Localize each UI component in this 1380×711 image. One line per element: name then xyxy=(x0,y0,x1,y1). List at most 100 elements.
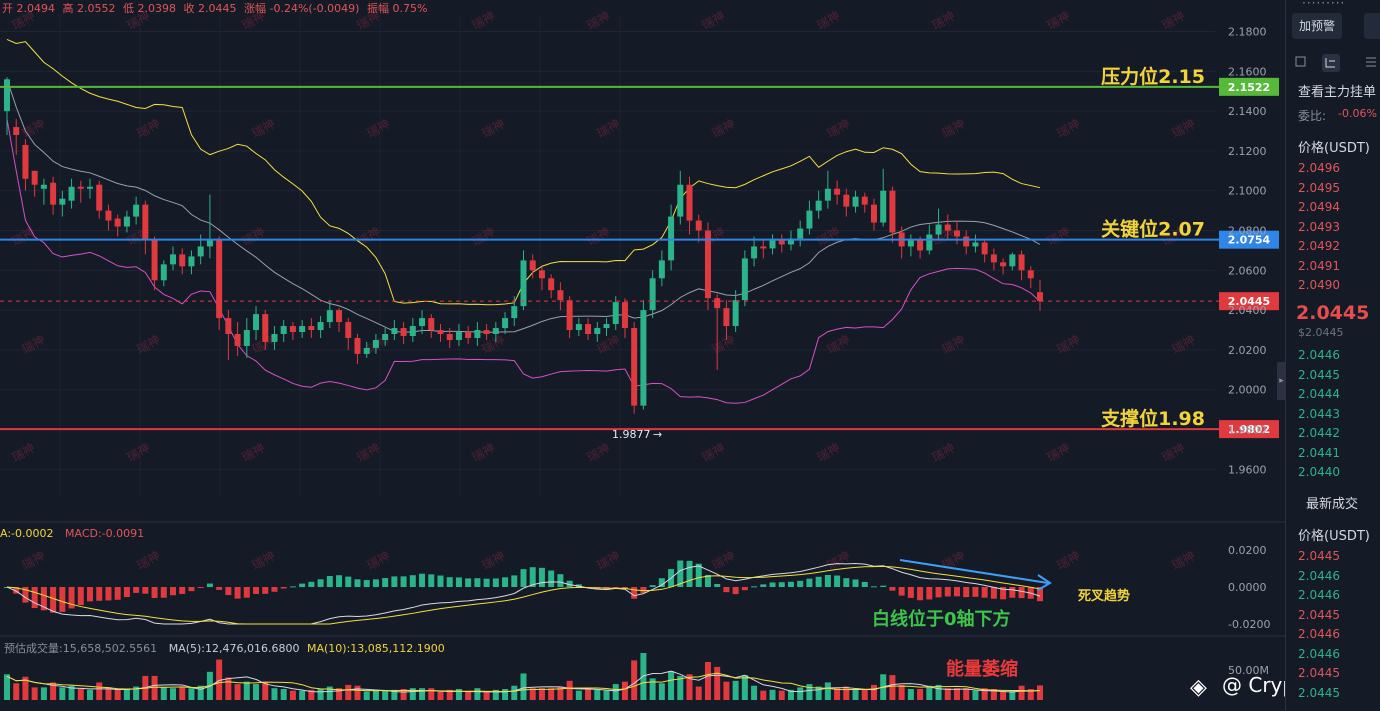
current-price-tag-text: 2.0445 xyxy=(1228,295,1270,308)
macd-histogram-bar xyxy=(751,586,758,588)
macd-histogram-bar xyxy=(197,587,204,588)
macd-histogram-bar xyxy=(981,587,988,598)
add-alert-button[interactable]: 加预警 xyxy=(1292,13,1342,39)
macd-histogram-bar xyxy=(926,587,933,600)
candle-body xyxy=(409,326,416,336)
collapse-handle[interactable]: ▸ xyxy=(1277,362,1286,400)
candle-body xyxy=(1018,254,1025,271)
candle-body xyxy=(889,190,896,233)
candle-body xyxy=(963,236,970,247)
candle-body xyxy=(391,328,398,335)
volume-bar xyxy=(704,662,711,700)
volume-bar xyxy=(944,688,951,700)
volume-bar xyxy=(990,689,997,700)
macd-histogram-bar xyxy=(760,584,767,587)
macd-histogram-bar xyxy=(649,585,656,587)
macd-histogram-bar xyxy=(483,578,490,587)
volume-bar xyxy=(953,688,960,700)
price-header: 价格(USDT) xyxy=(1298,141,1370,156)
candle-body xyxy=(345,322,352,338)
candle-body xyxy=(990,254,997,263)
macd-histogram-bar xyxy=(326,575,333,587)
volume-bar xyxy=(243,681,250,700)
candle-body xyxy=(50,182,57,205)
candle-body xyxy=(529,260,536,271)
candle-body xyxy=(1027,270,1034,279)
more-button[interactable] xyxy=(1364,13,1380,39)
candle-body xyxy=(188,256,195,267)
macd-histogram-bar xyxy=(354,579,361,587)
y-tick-label: 1.9800 xyxy=(1228,424,1267,437)
level-tag xyxy=(1219,230,1279,249)
macd-histogram-bar xyxy=(963,587,970,598)
volume-bar xyxy=(105,687,112,700)
volume-bar xyxy=(225,677,232,700)
candle-body xyxy=(308,326,315,331)
volume-bar xyxy=(741,675,748,700)
candle-body xyxy=(668,216,675,261)
orderbook-link[interactable]: 查看主力挂单 xyxy=(1298,85,1377,100)
candle-body xyxy=(280,326,287,335)
macd-histogram-bar xyxy=(77,587,84,606)
volume-bar xyxy=(834,688,841,700)
volume-bar xyxy=(585,689,592,700)
macd-histogram-bar xyxy=(815,576,822,587)
trade-price: 2.0445 xyxy=(1298,666,1340,680)
volume-bar xyxy=(852,689,859,700)
macd-value: MACD:-0.0091 xyxy=(65,527,145,540)
bid-price: 2.0446 xyxy=(1298,348,1340,362)
tab-orderbook-asks-icon[interactable] xyxy=(1322,54,1340,72)
volume-bar xyxy=(345,684,352,700)
y-tick-label: 2.1200 xyxy=(1228,145,1267,158)
candle-body xyxy=(123,216,130,227)
macd-histogram-bar xyxy=(206,583,213,587)
volume-bar xyxy=(133,686,140,700)
candle-body xyxy=(317,322,324,331)
volume-title: 预估成交量:15,658,502.5561 MA(5):12,476,016.6… xyxy=(4,640,445,656)
macd-histogram-bar xyxy=(446,577,453,587)
volume-bar xyxy=(68,685,75,700)
volume-bar xyxy=(336,688,343,700)
candle-body xyxy=(77,186,84,189)
volume-bar xyxy=(824,682,831,700)
macd-histogram-bar xyxy=(243,587,250,598)
macd-histogram-bar xyxy=(280,587,287,589)
volume-bar xyxy=(760,690,767,700)
macd-histogram-bar xyxy=(31,587,38,609)
volume-bar xyxy=(409,688,416,700)
candle-body xyxy=(787,238,794,245)
level-tag-text: 2.0754 xyxy=(1228,234,1271,247)
volume-bar xyxy=(114,689,121,700)
candle-body xyxy=(806,210,813,229)
macd-histogram-bar xyxy=(363,580,370,587)
level-tag-text: 1.9802 xyxy=(1228,423,1270,436)
macd-histogram-bar xyxy=(345,576,352,587)
candle-body xyxy=(538,270,545,279)
macd-histogram-bar xyxy=(852,579,859,587)
macd-histogram-bar xyxy=(870,586,877,588)
y-tick-label: 2.1400 xyxy=(1228,105,1267,118)
macd-histogram-bar xyxy=(142,587,149,594)
bid-price: 2.0442 xyxy=(1298,426,1340,440)
low-marker-arrow: → xyxy=(653,428,662,441)
chart-area[interactable]: 瑞神 瑞神 瑞神 瑞神 瑞神 瑞神 瑞神 瑞神 瑞神 瑞神 瑞神 瑞神 瑞神 瑞神 瑞神 瑞神 瑞神 瑞神 瑞神 瑞神… xyxy=(0,0,1285,711)
y-tick-label: 2.0200 xyxy=(1228,344,1267,357)
candle-body xyxy=(760,246,767,249)
tab-orderbook-both-icon[interactable] xyxy=(1294,54,1312,72)
macd-histogram-bar xyxy=(1037,587,1043,602)
macd-histogram-bar xyxy=(741,587,748,591)
ratio-value: -0.06% xyxy=(1338,107,1377,120)
candle-body xyxy=(732,300,739,327)
tab-orderbook-list-icon[interactable] xyxy=(1364,54,1380,72)
volume-bar xyxy=(400,689,407,700)
candle-body xyxy=(262,314,269,342)
macd-title: A:-0.0002 MACD:-0.0091 xyxy=(0,527,144,540)
volume-bar xyxy=(1037,685,1043,700)
candle-body xyxy=(225,318,232,335)
candle-body xyxy=(243,330,250,346)
candle-body xyxy=(133,204,140,217)
candle-body xyxy=(206,240,213,247)
candle-body xyxy=(649,278,656,311)
candle-body xyxy=(437,330,444,335)
